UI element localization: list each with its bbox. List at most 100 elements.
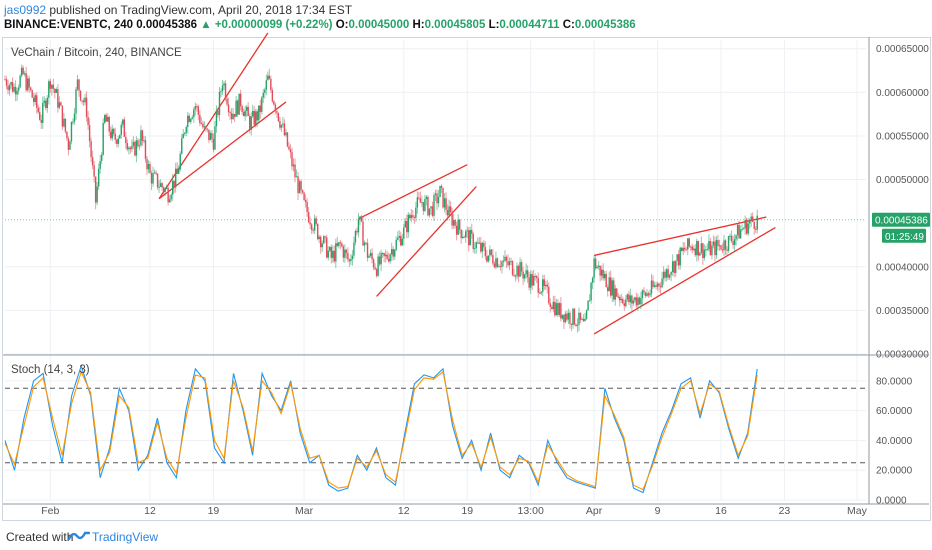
candle [81, 100, 83, 102]
candle [703, 249, 706, 259]
trendline [593, 226, 776, 335]
candle [218, 91, 221, 115]
candle [244, 110, 246, 117]
candle [42, 102, 44, 123]
candle [554, 301, 556, 316]
candle [366, 242, 369, 258]
chart-frame [2, 37, 931, 521]
candle [735, 235, 737, 240]
candle [720, 245, 722, 250]
candle [324, 236, 326, 238]
candle [345, 249, 348, 253]
candle [307, 212, 310, 223]
candle [483, 242, 485, 248]
candle [508, 261, 511, 266]
candle [203, 126, 206, 128]
candle [295, 176, 298, 178]
candle [103, 115, 106, 123]
candle [406, 220, 408, 233]
candle [747, 223, 749, 234]
candle [416, 197, 419, 208]
candle [511, 260, 514, 275]
candle [557, 303, 559, 316]
y-tick-label: 0.00060000 [876, 88, 929, 99]
candle [267, 75, 269, 81]
candle [236, 100, 239, 115]
y-tick-label: 0.00050000 [876, 175, 929, 186]
candle [711, 245, 713, 256]
candle [327, 250, 329, 258]
candle [519, 262, 521, 277]
candle [434, 193, 437, 196]
candle [279, 121, 281, 128]
stoch-tick-label: 20.0000 [876, 466, 913, 477]
candle [309, 222, 311, 225]
stoch-tick-label: 80.0000 [876, 376, 913, 387]
candle [655, 285, 657, 287]
candle [498, 266, 500, 268]
candle [608, 277, 610, 292]
candle [375, 269, 378, 276]
candle [64, 118, 67, 132]
candle [61, 105, 64, 127]
candle [419, 198, 422, 203]
candle [122, 119, 124, 125]
candle [90, 141, 92, 158]
candle [162, 187, 165, 192]
candle [69, 141, 71, 150]
tradingview-link[interactable]: TradingView [92, 530, 159, 544]
candle [452, 220, 455, 226]
candle [616, 288, 618, 297]
candle [82, 100, 85, 103]
candle [575, 324, 577, 326]
candle [492, 254, 494, 264]
candle [45, 100, 47, 109]
author-link[interactable]: jas0992 [4, 3, 47, 17]
candle [348, 259, 351, 262]
candle [332, 250, 334, 258]
candle [729, 235, 731, 237]
candle [652, 280, 654, 287]
candle [310, 224, 313, 230]
x-tick-label: 19 [208, 505, 220, 517]
candle [744, 219, 746, 229]
candle [685, 249, 687, 251]
candle [667, 269, 669, 278]
candle [372, 259, 375, 268]
candle [520, 262, 523, 272]
candle [516, 265, 518, 276]
candle [471, 229, 473, 234]
candle [708, 240, 710, 250]
candle [665, 269, 668, 278]
candle [33, 97, 35, 103]
candle [641, 290, 644, 299]
candle [119, 134, 121, 139]
candle [475, 242, 477, 249]
candle [52, 84, 55, 89]
candle [185, 127, 187, 133]
candle [397, 237, 399, 240]
candle [457, 219, 459, 235]
candle [229, 112, 231, 114]
candle [125, 136, 127, 144]
candle [336, 243, 339, 246]
candle [66, 131, 68, 139]
candle [526, 270, 529, 278]
chart-canvas[interactable]: Feb 12 19 Mar 12 19 13:00 Apr 9 16 23 May 0.00065000… [0, 0, 932, 522]
candle [674, 260, 677, 273]
candle [152, 173, 154, 184]
footer: Created with TradingView [0, 522, 932, 550]
candle [241, 106, 243, 112]
candle [446, 210, 449, 216]
candle [383, 252, 385, 257]
x-tick-label: 12 [144, 505, 156, 517]
candle [567, 312, 570, 320]
candle [481, 242, 484, 252]
countdown-label: 01:25:49 [885, 232, 924, 243]
candle [688, 238, 690, 247]
candle [268, 75, 271, 79]
candle [480, 242, 482, 252]
candle [223, 83, 225, 86]
candle [351, 255, 354, 260]
candle [623, 303, 626, 307]
